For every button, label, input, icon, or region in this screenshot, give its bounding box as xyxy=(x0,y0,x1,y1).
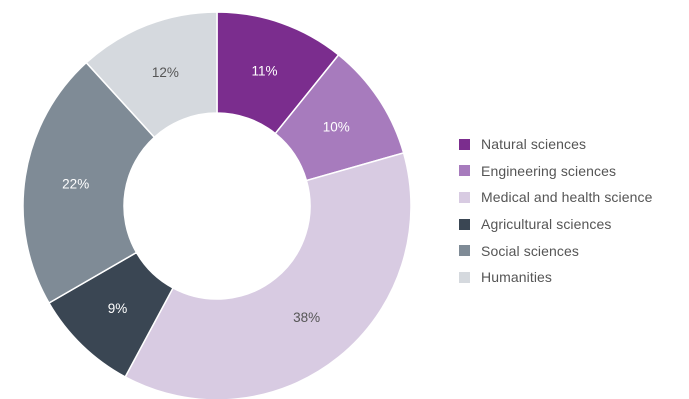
legend-item-2: Medical and health science xyxy=(459,184,652,211)
slice-label-2: 38% xyxy=(293,310,320,325)
legend-swatch-0 xyxy=(459,138,470,150)
legend-item-1: Engineering sciences xyxy=(459,158,652,185)
slice-4 xyxy=(22,61,156,305)
slice-5 xyxy=(85,11,218,139)
legend-swatch-1 xyxy=(459,165,470,177)
legend-swatch-3 xyxy=(459,218,470,230)
legend-label-2: Medical and health science xyxy=(481,189,653,206)
slice-label-0: 11% xyxy=(252,64,278,79)
legend-item-4: Social sciences xyxy=(459,237,652,264)
slice-label-3: 9% xyxy=(108,301,128,316)
legend-label-1: Engineering sciences xyxy=(481,162,617,179)
legend-item-3: Agricultural sciences xyxy=(459,211,652,238)
legend-label-0: Natural sciences xyxy=(481,136,587,153)
legend-item-5: Humanities xyxy=(459,264,652,291)
legend-label-4: Social sciences xyxy=(481,242,579,259)
slice-2 xyxy=(124,151,412,399)
slice-label-5: 12% xyxy=(152,65,179,80)
legend-label-3: Agricultural sciences xyxy=(481,216,612,233)
legend-swatch-5 xyxy=(459,271,470,283)
slice-label-4: 22% xyxy=(62,177,89,192)
legend-swatch-2 xyxy=(459,191,470,203)
legend-item-0: Natural sciences xyxy=(459,131,652,158)
slice-label-1: 10% xyxy=(323,120,350,135)
legend-swatch-4 xyxy=(459,245,470,257)
chart-legend: Natural sciences Engineering sciences Medi… xyxy=(459,131,652,291)
legend-label-5: Humanities xyxy=(481,269,553,286)
